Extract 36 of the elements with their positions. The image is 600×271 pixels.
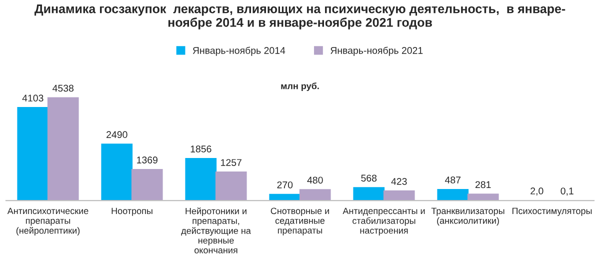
- data-label: 270: [277, 181, 293, 188]
- data-label: 480: [307, 176, 323, 184]
- data-label: 423: [391, 178, 407, 185]
- bar: [383, 190, 415, 201]
- data-label: 568: [361, 174, 377, 182]
- legend-label: Январь-ноябрь 2021: [330, 46, 423, 56]
- data-label: 0,1: [560, 188, 574, 196]
- x-tick-label: Нейротоники и препараты, действующие на нервные окончания: [181, 207, 251, 254]
- data-label: 487: [444, 176, 461, 184]
- data-label: 4103: [22, 94, 44, 102]
- x-tick-label: Психостимуляторы: [512, 208, 592, 216]
- bar: [47, 97, 79, 201]
- bar: [215, 172, 247, 201]
- bar: [299, 189, 331, 201]
- x-tick-label: Снотворные и седативные препараты: [270, 208, 329, 236]
- data-label: 1369: [137, 156, 158, 164]
- bar: [467, 194, 499, 201]
- data-label: 2,0: [530, 188, 544, 196]
- x-tick-label: Ноотропы: [112, 208, 152, 216]
- bar: [185, 158, 217, 201]
- data-label: 1257: [221, 159, 242, 166]
- chart-title: Динамика госзакупок лекарств, влияющих на психическую деятельность, в январе- ноябре 2014 и в январе-ноябре 2021 годов: [34, 4, 566, 30]
- data-label: 2490: [106, 131, 128, 138]
- bar: [437, 188, 469, 201]
- x-tick-label: Транквилизаторы (анксиолитики): [431, 208, 504, 226]
- x-tick-label: Антипсихотические препараты (нейролептики): [7, 208, 88, 236]
- bar: [17, 107, 49, 201]
- data-label: 4538: [52, 84, 74, 92]
- text: млн руб.: [281, 82, 319, 91]
- data-label: 1856: [190, 146, 212, 152]
- bar: [101, 144, 133, 201]
- bar: [353, 187, 385, 201]
- bar: [131, 168, 163, 201]
- x-tick-label: Антидепрессанты и стабилизаторы настроения: [342, 208, 425, 236]
- legend-label: Январь-ноябрь 2014: [192, 46, 286, 56]
- data-label: 281: [476, 181, 491, 188]
